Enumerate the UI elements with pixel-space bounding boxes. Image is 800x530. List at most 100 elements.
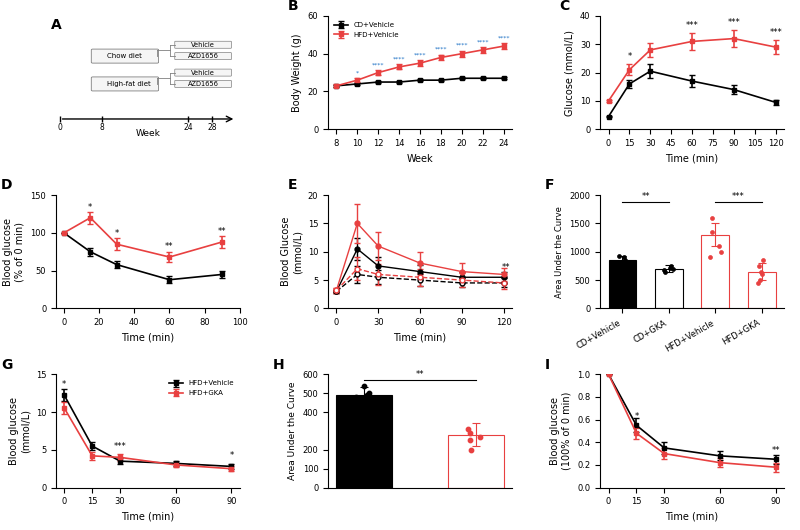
Text: **: ** xyxy=(771,446,780,455)
Point xyxy=(706,228,718,236)
FancyBboxPatch shape xyxy=(174,52,231,59)
Point xyxy=(463,429,476,437)
Point xyxy=(474,432,486,441)
Point xyxy=(614,260,627,269)
Point xyxy=(706,214,718,222)
Text: ***: *** xyxy=(114,443,126,452)
Point xyxy=(752,279,765,287)
Point xyxy=(658,268,671,277)
Point xyxy=(360,391,373,399)
Point xyxy=(757,256,770,264)
Text: 0: 0 xyxy=(58,123,62,132)
Point xyxy=(617,253,630,262)
Y-axis label: Blood glucose
(100% of 0 min): Blood glucose (100% of 0 min) xyxy=(550,392,572,470)
Text: *: * xyxy=(88,202,93,211)
Point xyxy=(350,393,362,401)
Text: I: I xyxy=(545,358,550,372)
Text: ****: **** xyxy=(477,39,489,44)
Y-axis label: Blood glucose
(% of 0 min): Blood glucose (% of 0 min) xyxy=(3,218,25,286)
Text: F: F xyxy=(545,179,554,192)
FancyBboxPatch shape xyxy=(91,49,158,63)
Text: *: * xyxy=(634,412,638,421)
Text: High-fat diet: High-fat diet xyxy=(107,81,151,87)
Text: 8: 8 xyxy=(99,123,104,132)
FancyBboxPatch shape xyxy=(174,69,231,76)
Y-axis label: Blood Glucose
(mmol/L): Blood Glucose (mmol/L) xyxy=(281,217,302,286)
Text: ***: *** xyxy=(727,18,740,27)
Text: **: ** xyxy=(502,262,510,271)
Point xyxy=(362,389,375,398)
X-axis label: Week: Week xyxy=(406,154,434,164)
Text: ****: **** xyxy=(393,57,406,61)
Point xyxy=(618,255,631,264)
Legend: HFD+Vehicle, HFD+GKA: HFD+Vehicle, HFD+GKA xyxy=(166,378,236,399)
Bar xyxy=(748,271,776,308)
Point xyxy=(362,399,375,407)
Text: ****: **** xyxy=(498,35,510,40)
Text: ***: *** xyxy=(686,21,698,30)
Y-axis label: Body Weight (g): Body Weight (g) xyxy=(292,33,302,112)
Point xyxy=(465,446,478,454)
Y-axis label: Area Under the Curve: Area Under the Curve xyxy=(288,382,297,480)
Y-axis label: Blood glucose
(mmol/L): Blood glucose (mmol/L) xyxy=(9,397,30,465)
X-axis label: Time (min): Time (min) xyxy=(122,333,174,343)
Text: *: * xyxy=(230,452,234,461)
Text: ***: *** xyxy=(770,28,782,37)
Point xyxy=(621,258,634,266)
FancyBboxPatch shape xyxy=(174,41,231,48)
Text: C: C xyxy=(560,0,570,13)
X-axis label: Time (min): Time (min) xyxy=(394,333,446,343)
Text: **: ** xyxy=(642,192,650,201)
Text: B: B xyxy=(288,0,298,13)
Legend: CD+Vehicle, HFD+Vehicle: CD+Vehicle, HFD+Vehicle xyxy=(331,20,402,40)
Text: Chow diet: Chow diet xyxy=(107,53,142,59)
Text: G: G xyxy=(1,358,12,372)
Text: ***: *** xyxy=(732,192,745,201)
Text: *: * xyxy=(356,70,359,75)
Text: **: ** xyxy=(166,242,174,251)
Legend: CD+Vehicle, CD+GKA, HFD+Vehicle, HFD+GKA: CD+Vehicle, CD+GKA, HFD+Vehicle, HFD+GKA xyxy=(607,196,674,235)
Bar xyxy=(609,260,636,308)
X-axis label: Time (min): Time (min) xyxy=(122,512,174,522)
Text: E: E xyxy=(288,179,297,192)
Text: Vehicle: Vehicle xyxy=(191,42,215,48)
FancyBboxPatch shape xyxy=(91,77,158,91)
Point xyxy=(358,381,370,390)
Point xyxy=(663,263,676,272)
Point xyxy=(755,270,768,279)
Text: ****: **** xyxy=(372,63,385,67)
Text: ****: **** xyxy=(455,43,468,48)
Text: Vehicle: Vehicle xyxy=(191,69,215,76)
X-axis label: Time (min): Time (min) xyxy=(666,512,718,522)
Point xyxy=(713,242,726,250)
Point xyxy=(753,276,766,284)
Point xyxy=(754,267,767,276)
Text: **: ** xyxy=(218,227,226,236)
Point xyxy=(658,266,670,274)
Point xyxy=(462,425,474,433)
Point xyxy=(464,436,477,445)
Text: 24: 24 xyxy=(183,123,193,132)
Point xyxy=(714,248,727,256)
Bar xyxy=(655,269,682,308)
Text: 28: 28 xyxy=(207,123,217,132)
Y-axis label: Glucose (mmol/L): Glucose (mmol/L) xyxy=(564,30,574,116)
Point xyxy=(665,262,678,270)
Point xyxy=(666,264,679,273)
Text: H: H xyxy=(273,358,285,372)
Point xyxy=(703,253,716,262)
Text: *: * xyxy=(114,229,119,238)
Text: ****: **** xyxy=(434,47,447,52)
Text: *: * xyxy=(62,381,66,390)
Text: *: * xyxy=(627,52,631,61)
Bar xyxy=(337,395,392,488)
Text: ****: **** xyxy=(414,52,426,58)
Text: **: ** xyxy=(416,369,424,378)
Text: D: D xyxy=(1,179,12,192)
Text: AZD1656: AZD1656 xyxy=(188,53,218,59)
Point xyxy=(612,251,625,260)
Bar xyxy=(448,435,503,488)
Y-axis label: Area Under the Curve: Area Under the Curve xyxy=(555,206,564,298)
Bar xyxy=(702,235,730,308)
X-axis label: Time (min): Time (min) xyxy=(666,154,718,164)
